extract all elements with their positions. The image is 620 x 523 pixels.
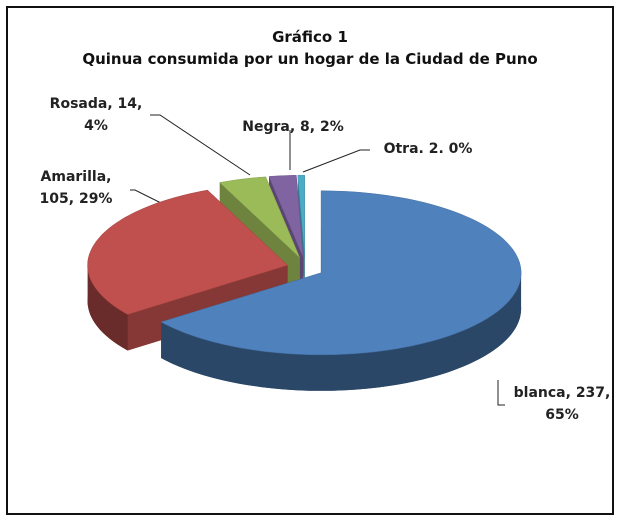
data-label: Rosada, 14, 4%: [49, 96, 143, 134]
data-label: Amarilla, 105, 29%: [39, 169, 113, 207]
data-label: Otra. 2. 0%: [383, 141, 473, 157]
leader-line: [150, 114, 251, 176]
chart-subtitle: Quinua consumida por un hogar de la Ciud…: [82, 50, 538, 68]
leader-line: [302, 149, 370, 173]
slice: [219, 176, 301, 258]
chart-title: Gráfico 1: [272, 28, 348, 46]
slice: [268, 175, 304, 258]
slice-side: [161, 272, 522, 391]
slice: [87, 189, 289, 315]
chart-border: [6, 6, 614, 515]
data-label: Negra, 8, 2%: [242, 119, 344, 135]
slice: [297, 174, 305, 258]
slice-side: [87, 265, 128, 351]
slice: [160, 190, 522, 356]
leader-line: [497, 380, 505, 406]
data-label: blanca, 237, 65%: [513, 385, 611, 423]
